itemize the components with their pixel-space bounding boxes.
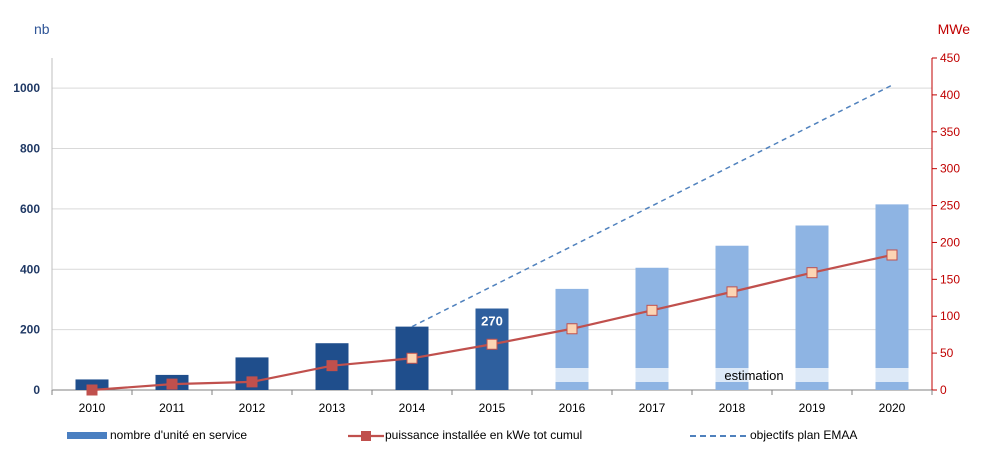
x-tick-label: 2014 [399, 401, 426, 415]
right-tick-label: 250 [940, 199, 960, 213]
power-point-2016 [566, 323, 578, 335]
legend-swatch-power-marker [361, 431, 371, 441]
bar-series [75, 204, 909, 390]
x-tick-label: 2017 [639, 401, 666, 415]
power-point-2014 [406, 352, 418, 364]
left-tick-label: 400 [20, 262, 40, 276]
bar-labels: 270 [481, 314, 503, 329]
x-tick-label: 2020 [879, 401, 906, 415]
x-tick-label: 2015 [479, 401, 506, 415]
x-axis-ticks: 2010 2011 2012 2013 2014 2015 2016 2017 2018 2019… [51, 390, 933, 415]
x-tick-label: 2013 [319, 401, 346, 415]
x-tick-label: 2019 [799, 401, 826, 415]
estimation-band: estimation [520, 368, 922, 383]
left-tick-label: 1000 [13, 81, 40, 95]
x-tick-label: 2018 [719, 401, 746, 415]
left-tick-label: 600 [20, 202, 40, 216]
right-tick-label: 100 [940, 309, 960, 323]
x-tick-label: 2011 [159, 401, 185, 415]
right-tick-label: 50 [940, 346, 954, 360]
bar-2020 [875, 204, 909, 390]
power-point-2019 [806, 267, 818, 279]
estimation-band-rect [520, 368, 922, 382]
left-tick-label: 800 [20, 142, 40, 156]
right-axis-unit: MWe [938, 21, 971, 37]
left-tick-label: 0 [33, 383, 40, 397]
right-axis-ticks: 0 50 100 150 200 250 300 350 400 450 [932, 51, 960, 397]
power-point-2020 [886, 249, 898, 261]
estimation-label: estimation [724, 368, 783, 383]
legend-label-power: puissance installée en kWe tot cumul [385, 428, 582, 442]
right-tick-label: 0 [940, 383, 947, 397]
left-axis-unit: nb [34, 21, 50, 37]
power-series [86, 249, 898, 396]
power-point-2011 [166, 378, 178, 390]
legend: nombre d'unité en service puissance insta… [67, 428, 857, 442]
legend-label-units: nombre d'unité en service [110, 428, 247, 442]
x-tick-label: 2016 [559, 401, 586, 415]
bar-2018 [715, 245, 749, 390]
power-point-2017 [646, 304, 658, 316]
gridlines [52, 87, 932, 331]
left-tick-label: 200 [20, 323, 40, 337]
legend-label-target: objectifs plan EMAA [750, 428, 857, 442]
x-tick-label: 2010 [79, 401, 106, 415]
power-point-2015 [486, 338, 498, 350]
right-tick-label: 150 [940, 272, 960, 286]
power-point-2018 [726, 286, 738, 298]
legend-swatch-units [67, 432, 107, 439]
right-tick-label: 200 [940, 235, 960, 249]
right-tick-label: 300 [940, 162, 960, 176]
power-point-2013 [326, 360, 338, 372]
x-tick-label: 2012 [239, 401, 266, 415]
power-point-2010 [86, 384, 98, 396]
left-axis-ticks: 0 200 400 600 800 1000 [13, 81, 40, 397]
right-tick-label: 400 [940, 88, 960, 102]
bar-2019 [795, 225, 829, 390]
right-tick-label: 350 [940, 125, 960, 139]
bar-value-label: 270 [481, 314, 503, 329]
power-point-2012 [246, 376, 258, 388]
right-tick-label: 450 [940, 51, 960, 65]
